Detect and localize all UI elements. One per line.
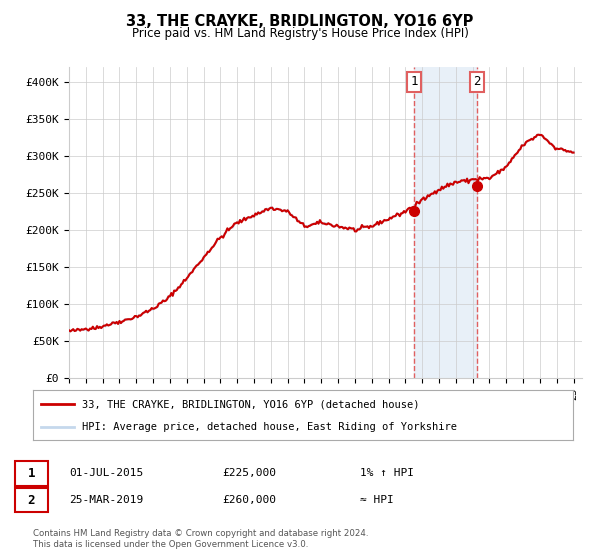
Text: 2: 2 [28,493,35,507]
Text: 33, THE CRAYKE, BRIDLINGTON, YO16 6YP (detached house): 33, THE CRAYKE, BRIDLINGTON, YO16 6YP (d… [82,399,419,409]
Text: £260,000: £260,000 [222,495,276,505]
Text: 1: 1 [410,76,418,88]
Text: Price paid vs. HM Land Registry's House Price Index (HPI): Price paid vs. HM Land Registry's House … [131,27,469,40]
Text: ≈ HPI: ≈ HPI [360,495,394,505]
Text: 1% ↑ HPI: 1% ↑ HPI [360,468,414,478]
Text: Contains HM Land Registry data © Crown copyright and database right 2024.
This d: Contains HM Land Registry data © Crown c… [33,529,368,549]
Text: 2: 2 [473,76,481,88]
Text: 1: 1 [28,466,35,480]
Text: HPI: Average price, detached house, East Riding of Yorkshire: HPI: Average price, detached house, East… [82,422,457,432]
Text: 33, THE CRAYKE, BRIDLINGTON, YO16 6YP: 33, THE CRAYKE, BRIDLINGTON, YO16 6YP [127,14,473,29]
Text: £225,000: £225,000 [222,468,276,478]
Text: 01-JUL-2015: 01-JUL-2015 [69,468,143,478]
Text: 25-MAR-2019: 25-MAR-2019 [69,495,143,505]
Bar [414,67,477,378]
